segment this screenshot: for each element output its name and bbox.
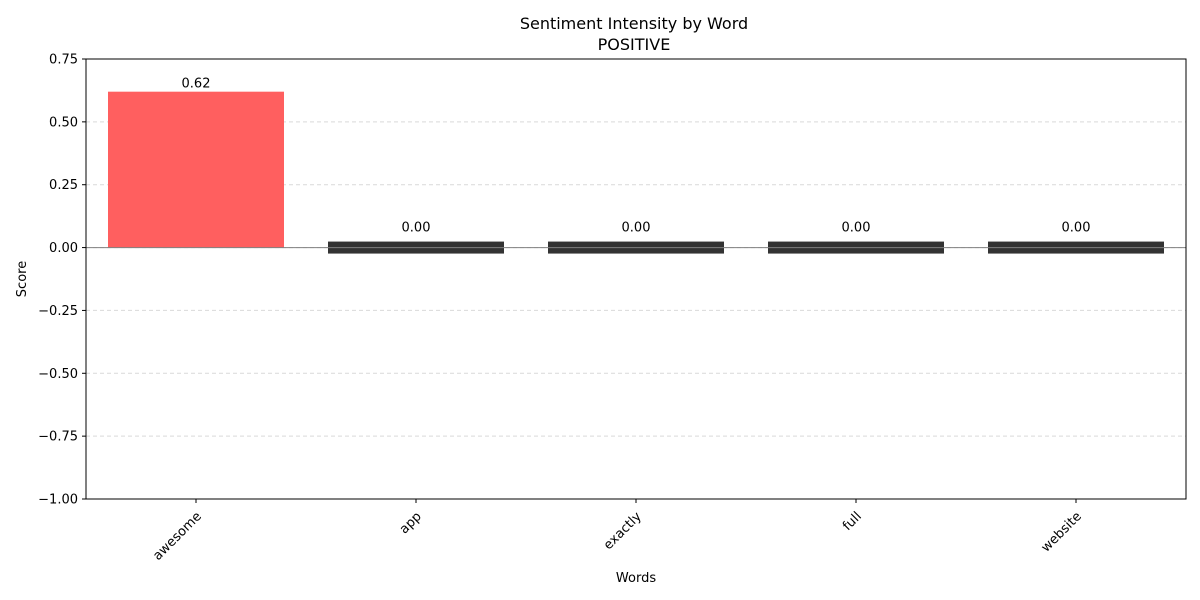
y-tick-label: −1.00 bbox=[38, 493, 78, 508]
x-tick-label-app: app bbox=[397, 509, 425, 537]
x-tick-label-website: website bbox=[1039, 509, 1085, 555]
chart-title: Sentiment Intensity by Word bbox=[520, 14, 748, 33]
data-label-awesome: 0.62 bbox=[182, 77, 211, 92]
data-label-exactly: 0.00 bbox=[622, 221, 651, 236]
bar-awesome bbox=[108, 91, 284, 248]
x-tick-label-full: full bbox=[840, 509, 865, 534]
y-tick-label: −0.75 bbox=[38, 430, 78, 445]
y-tick-label: −0.50 bbox=[38, 367, 78, 382]
x-axis-label: Words bbox=[616, 571, 656, 586]
x-tick-label-awesome: awesome bbox=[150, 509, 204, 563]
y-tick-label: 0.25 bbox=[49, 178, 78, 193]
y-axis-ticks: −1.00 −0.75 −0.50 −0.25 0.00 0.25 0.50 0.75 bbox=[38, 53, 86, 508]
y-tick-label: 0.00 bbox=[49, 241, 78, 256]
x-axis-ticks: awesome app exactly full website bbox=[150, 499, 1085, 564]
y-tick-label: −0.25 bbox=[38, 304, 78, 319]
data-label-website: 0.00 bbox=[1062, 221, 1091, 236]
bars bbox=[108, 91, 1164, 254]
x-tick-label-exactly: exactly bbox=[601, 509, 645, 553]
data-labels: 0.62 0.00 0.00 0.00 0.00 bbox=[182, 77, 1091, 236]
y-tick-label: 0.75 bbox=[49, 53, 78, 68]
chart-subtitle: POSITIVE bbox=[598, 35, 671, 54]
data-label-app: 0.00 bbox=[402, 221, 431, 236]
y-tick-label: 0.50 bbox=[49, 115, 78, 130]
y-axis-label: Score bbox=[15, 261, 30, 297]
data-label-full: 0.00 bbox=[842, 221, 871, 236]
